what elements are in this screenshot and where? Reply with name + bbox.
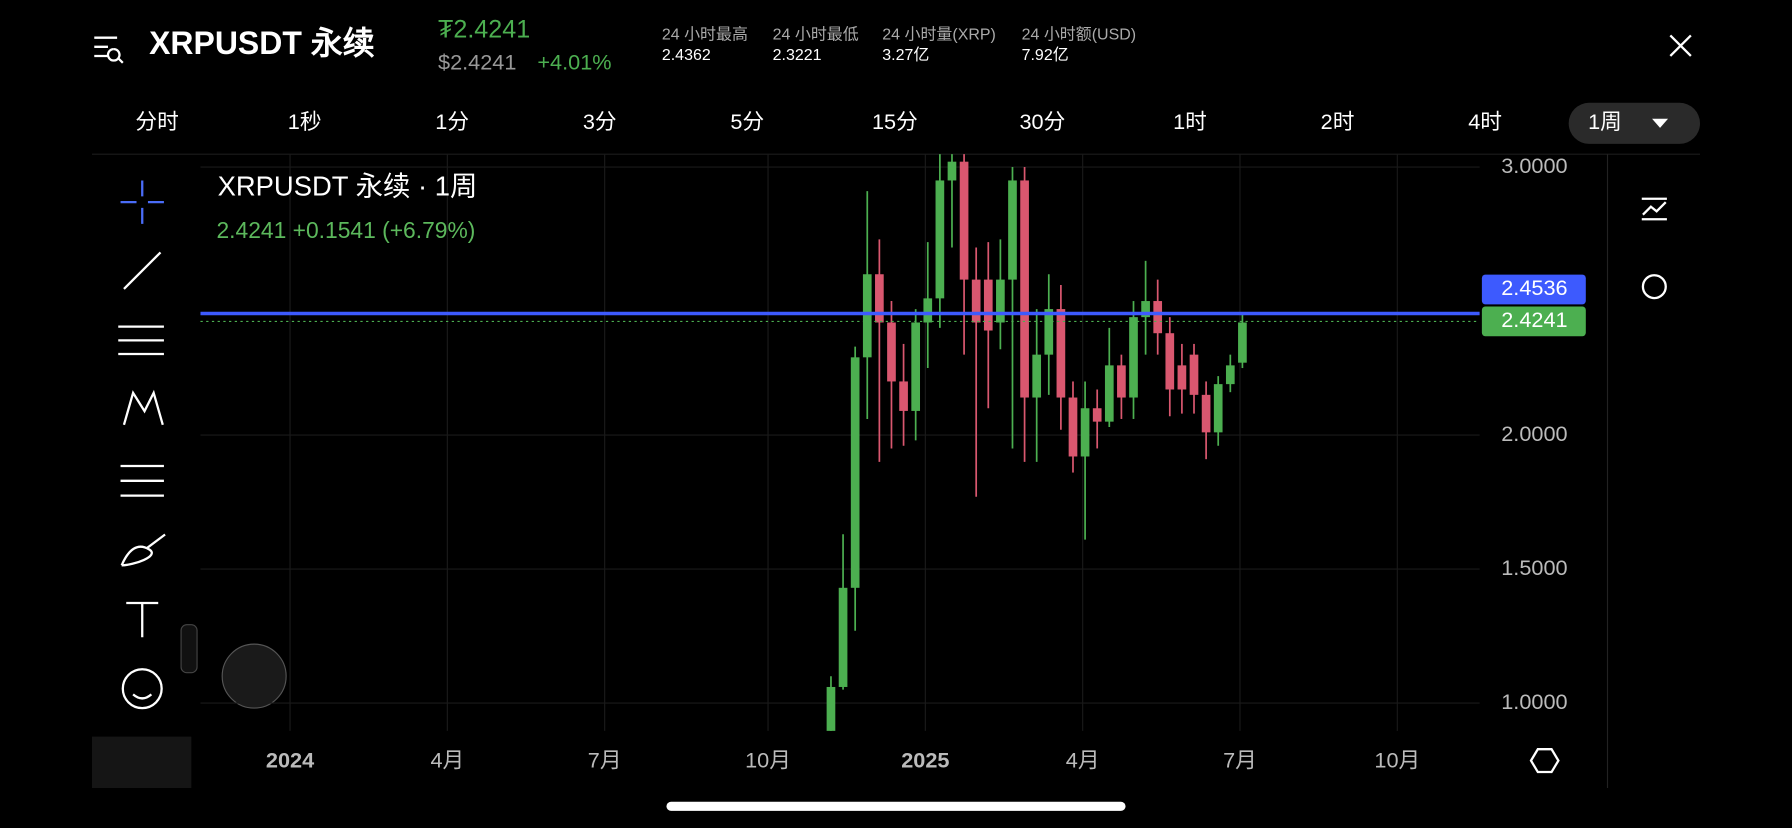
selected-timeframe[interactable]: 1周 bbox=[1588, 109, 1622, 134]
stat-label: 24 小时最低 bbox=[773, 26, 859, 44]
candle-body bbox=[1020, 180, 1029, 398]
settings-button[interactable] bbox=[1641, 274, 1667, 300]
usd-price: $2.4241 bbox=[438, 50, 516, 75]
change: +4.01% bbox=[537, 50, 611, 75]
candle-body bbox=[1092, 408, 1102, 422]
candle-body bbox=[1104, 365, 1114, 422]
candle-body bbox=[1056, 309, 1066, 398]
candle-body bbox=[875, 274, 884, 323]
y-tick-label: 1.0000 bbox=[1501, 689, 1567, 714]
price: ₮2.4241 bbox=[438, 15, 530, 43]
candle-body bbox=[899, 381, 908, 411]
y-tick-label: 2.0000 bbox=[1501, 421, 1567, 446]
stat-label: 24 小时量(XRP) bbox=[882, 26, 996, 44]
price-badge-label: 2.4536 bbox=[1501, 275, 1567, 300]
stat-label: 24 小时最高 bbox=[662, 26, 748, 44]
axis-settings[interactable] bbox=[1529, 748, 1560, 774]
candle-body bbox=[1080, 408, 1090, 457]
menu-icon[interactable] bbox=[94, 36, 124, 64]
timeframe-tab[interactable]: 1分 bbox=[435, 109, 469, 134]
price-badge bbox=[1481, 274, 1586, 305]
timeframe-tab[interactable]: 1秒 bbox=[288, 109, 322, 134]
candle-body bbox=[1189, 354, 1199, 395]
ruler-tool[interactable] bbox=[91, 736, 192, 789]
candle-body bbox=[826, 686, 836, 731]
candle-body bbox=[971, 279, 981, 323]
x-tick-label: 2025 bbox=[901, 747, 949, 772]
stat-value: 2.3221 bbox=[773, 47, 822, 64]
candle-body bbox=[1177, 365, 1187, 390]
candle-body bbox=[1129, 317, 1138, 398]
y-tick-label: 1.5000 bbox=[1501, 555, 1567, 580]
emoji-tool[interactable] bbox=[121, 668, 163, 710]
candle-body bbox=[1201, 394, 1211, 433]
timeframe-tab[interactable]: 4时 bbox=[1468, 109, 1502, 134]
timeframe-dropdown[interactable] bbox=[1568, 102, 1701, 144]
candle-body bbox=[1044, 309, 1054, 355]
stat-value: 2.4362 bbox=[662, 47, 711, 64]
brush-tool[interactable] bbox=[120, 533, 166, 567]
timeframe-tab[interactable]: 30分 bbox=[1020, 109, 1066, 134]
indicator-button[interactable] bbox=[1641, 197, 1667, 221]
stat-value: 7.92亿 bbox=[1022, 46, 1069, 64]
emoji-smile bbox=[132, 693, 153, 700]
candle-body bbox=[1153, 301, 1163, 334]
candle-body bbox=[923, 298, 933, 323]
projection-tool[interactable] bbox=[120, 464, 164, 497]
close-button[interactable] bbox=[1669, 34, 1692, 57]
symbol[interactable]: XRPUSDT 永续 bbox=[149, 25, 375, 61]
candle-body bbox=[996, 279, 1005, 323]
timeframe-tab[interactable]: 2时 bbox=[1321, 109, 1355, 134]
x-tick-label: 7月 bbox=[1223, 747, 1257, 772]
candle-body bbox=[1225, 365, 1235, 385]
tv-logo bbox=[221, 643, 287, 709]
chart-subtitle: 2.4241 +0.1541 (+6.79%) bbox=[216, 217, 475, 243]
x-tick-label: 4月 bbox=[1066, 747, 1100, 772]
timeframe-tab[interactable]: 分时 bbox=[135, 109, 178, 134]
candle-body bbox=[1032, 354, 1042, 398]
candle-body bbox=[850, 357, 860, 588]
price-badge bbox=[1481, 306, 1586, 337]
price-badge-label: 2.4241 bbox=[1501, 307, 1567, 332]
line-tool[interactable] bbox=[123, 251, 162, 290]
candle-body bbox=[887, 322, 896, 382]
dropdown-arrow bbox=[1652, 118, 1669, 128]
candle-body bbox=[1141, 301, 1150, 318]
collapse-button[interactable] bbox=[180, 624, 198, 674]
timeframe-tab[interactable]: 1时 bbox=[1173, 109, 1207, 134]
x-tick-label: 7月 bbox=[588, 747, 622, 772]
candle-body bbox=[1117, 365, 1126, 398]
drawing-toolbar bbox=[91, 180, 198, 789]
candle-body bbox=[959, 161, 969, 280]
x-tick-label: 2024 bbox=[266, 747, 314, 772]
candle-body bbox=[1165, 333, 1175, 390]
x-tick-label: 10月 bbox=[745, 747, 791, 772]
fib-tool[interactable] bbox=[118, 325, 164, 356]
candle-body bbox=[1068, 397, 1078, 457]
candle-body bbox=[838, 587, 848, 687]
timeframe-tab[interactable]: 3分 bbox=[583, 109, 617, 134]
candle-body bbox=[911, 322, 921, 411]
text-tool[interactable] bbox=[126, 601, 159, 638]
timeframe-tab[interactable]: 15分 bbox=[872, 109, 918, 134]
candle-body bbox=[1008, 180, 1017, 280]
x-tick-label: 4月 bbox=[430, 747, 464, 772]
y-tick-label: 3.0000 bbox=[1501, 153, 1567, 178]
stat-value: 3.27亿 bbox=[882, 46, 929, 64]
candle-body bbox=[935, 180, 945, 299]
candle-body bbox=[1213, 384, 1223, 433]
crosshair-tool[interactable] bbox=[120, 180, 164, 224]
candle-body bbox=[983, 279, 993, 331]
candle-body bbox=[947, 161, 957, 181]
candle-body bbox=[862, 274, 872, 358]
chart-title: XRPUSDT 永续 · 1周 bbox=[218, 171, 478, 202]
pattern-tool[interactable] bbox=[122, 389, 164, 426]
stat-label: 24 小时额(USD) bbox=[1022, 26, 1136, 44]
timeframe-tab[interactable]: 5分 bbox=[730, 109, 764, 134]
candle-body bbox=[1238, 322, 1247, 363]
home-indicator bbox=[666, 801, 1126, 811]
x-tick-label: 10月 bbox=[1374, 747, 1420, 772]
